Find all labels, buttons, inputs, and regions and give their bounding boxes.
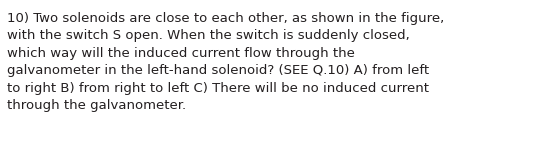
- Text: 10) Two solenoids are close to each other, as shown in the figure,
with the swit: 10) Two solenoids are close to each othe…: [7, 12, 445, 112]
